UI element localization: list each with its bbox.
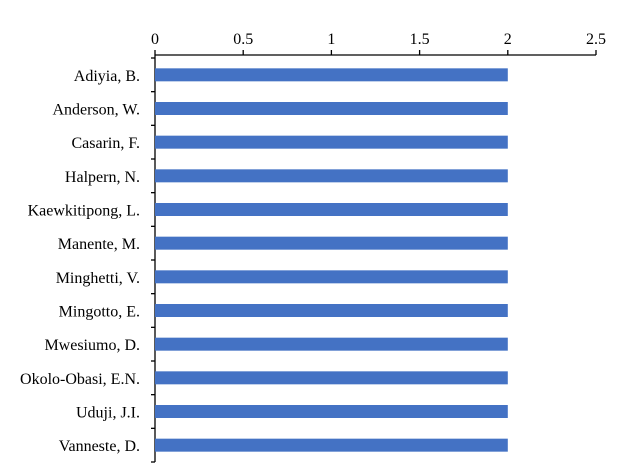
bar [155,304,508,317]
x-tick-label: 2.5 [586,31,606,48]
category-label: Uduji, J.I. [76,405,140,422]
x-tick-label: 1.5 [410,31,430,48]
category-label: Minghetti, V. [56,270,140,287]
bar [155,203,508,216]
bar [155,169,508,183]
y-axis [151,55,156,463]
category-label: Casarin, F. [72,135,141,152]
x-tick-label: 2 [504,31,512,48]
category-label: Kaewkitipong, L. [28,203,140,220]
bar [155,236,508,250]
x-tick-label: 0 [151,31,159,48]
bar [155,102,508,115]
x-tick-label: 1 [327,31,335,48]
x-axis: 0 0.5 1 1.5 2 2.5 [151,31,606,56]
bar [155,270,508,284]
x-tick-label: 0.5 [233,31,253,48]
category-label: Okolo-Obasi, E.N. [20,371,140,388]
category-label: Vanneste, D. [59,438,140,455]
category-label: Anderson, W. [52,102,140,119]
bar [155,337,508,351]
category-label: Mingotto, E. [59,304,140,321]
category-label: Manente, M. [58,236,140,253]
category-labels: Adiyia, B. Anderson, W. Casarin, F. Halpern… [20,68,140,455]
bar [155,438,508,452]
bar [155,135,508,149]
category-label: Mwesiumo, D. [44,337,140,354]
bar [155,68,508,82]
bars [155,68,508,452]
category-label: Adiyia, B. [74,68,140,85]
category-label: Halpern, N. [65,169,140,186]
bar [155,405,508,418]
bar [155,371,508,385]
